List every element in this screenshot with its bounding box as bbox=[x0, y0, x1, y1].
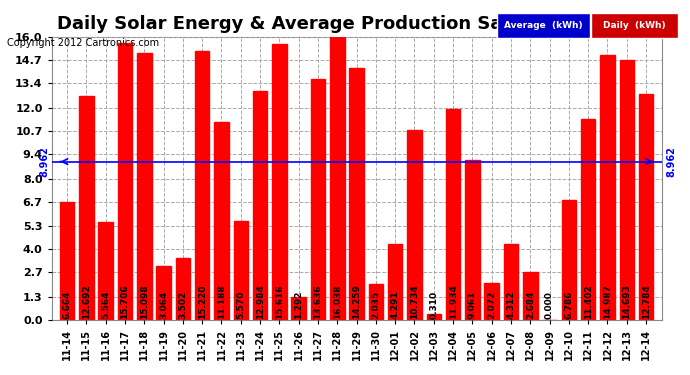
Text: 6.786: 6.786 bbox=[564, 291, 573, 319]
Text: 14.987: 14.987 bbox=[603, 284, 612, 319]
Text: 15.616: 15.616 bbox=[275, 284, 284, 319]
Text: 15.098: 15.098 bbox=[140, 284, 149, 319]
Bar bbox=[157, 266, 171, 320]
Text: 2.035: 2.035 bbox=[371, 291, 380, 319]
Text: 11.934: 11.934 bbox=[448, 284, 457, 319]
Bar bbox=[368, 284, 383, 320]
Bar bbox=[60, 202, 75, 320]
Text: 14.259: 14.259 bbox=[352, 284, 361, 319]
Bar bbox=[291, 297, 306, 320]
Text: 5.570: 5.570 bbox=[236, 291, 245, 319]
Bar bbox=[407, 130, 422, 320]
Text: 0.000: 0.000 bbox=[545, 291, 554, 319]
Text: 14.693: 14.693 bbox=[622, 284, 631, 319]
Text: 9.061: 9.061 bbox=[468, 291, 477, 319]
Bar bbox=[233, 222, 248, 320]
Text: 2.072: 2.072 bbox=[487, 291, 496, 319]
Bar bbox=[195, 51, 210, 320]
Text: 10.734: 10.734 bbox=[410, 284, 419, 319]
Text: 12.984: 12.984 bbox=[255, 284, 264, 319]
Text: 11.188: 11.188 bbox=[217, 284, 226, 319]
Text: Daily  (kWh): Daily (kWh) bbox=[603, 21, 666, 30]
Text: 5.564: 5.564 bbox=[101, 291, 110, 319]
Text: 4.291: 4.291 bbox=[391, 290, 400, 319]
Bar bbox=[215, 122, 228, 320]
Text: 16.038: 16.038 bbox=[333, 285, 342, 319]
Text: 15.220: 15.220 bbox=[198, 285, 207, 319]
Text: Copyright 2012 Cartronics.com: Copyright 2012 Cartronics.com bbox=[7, 38, 159, 48]
Bar bbox=[484, 283, 499, 320]
Bar bbox=[272, 44, 286, 320]
Bar bbox=[562, 200, 576, 320]
Text: 13.636: 13.636 bbox=[313, 284, 322, 319]
Text: 8.962: 8.962 bbox=[666, 146, 676, 177]
Bar bbox=[118, 42, 132, 320]
Bar bbox=[388, 244, 402, 320]
Bar bbox=[349, 68, 364, 320]
Title: Daily Solar Energy & Average Production Sat Dec 15  07:52: Daily Solar Energy & Average Production … bbox=[57, 15, 656, 33]
Bar bbox=[504, 244, 518, 320]
Bar bbox=[310, 79, 325, 320]
Bar bbox=[330, 37, 344, 320]
Text: 15.706: 15.706 bbox=[121, 284, 130, 319]
Bar bbox=[446, 109, 460, 320]
Bar bbox=[99, 222, 113, 320]
Text: 3.064: 3.064 bbox=[159, 291, 168, 319]
Bar bbox=[465, 160, 480, 320]
Text: 4.312: 4.312 bbox=[506, 291, 515, 319]
Bar bbox=[253, 91, 267, 320]
Bar bbox=[600, 55, 615, 320]
Text: 12.784: 12.784 bbox=[642, 284, 651, 319]
Text: 11.402: 11.402 bbox=[584, 284, 593, 319]
Bar bbox=[137, 53, 152, 320]
Text: 3.502: 3.502 bbox=[179, 291, 188, 319]
Text: 12.692: 12.692 bbox=[82, 284, 91, 319]
Bar bbox=[523, 273, 538, 320]
Bar bbox=[176, 258, 190, 320]
Bar bbox=[581, 118, 595, 320]
Text: 8.962: 8.962 bbox=[39, 146, 49, 177]
Text: 1.292: 1.292 bbox=[294, 291, 303, 319]
Bar bbox=[79, 96, 94, 320]
Text: Average  (kWh): Average (kWh) bbox=[504, 21, 582, 30]
Text: 6.664: 6.664 bbox=[63, 291, 72, 319]
Text: 2.684: 2.684 bbox=[526, 291, 535, 319]
Bar bbox=[426, 314, 441, 320]
Bar bbox=[639, 94, 653, 320]
Bar bbox=[620, 60, 634, 320]
Text: 0.310: 0.310 bbox=[429, 291, 438, 319]
